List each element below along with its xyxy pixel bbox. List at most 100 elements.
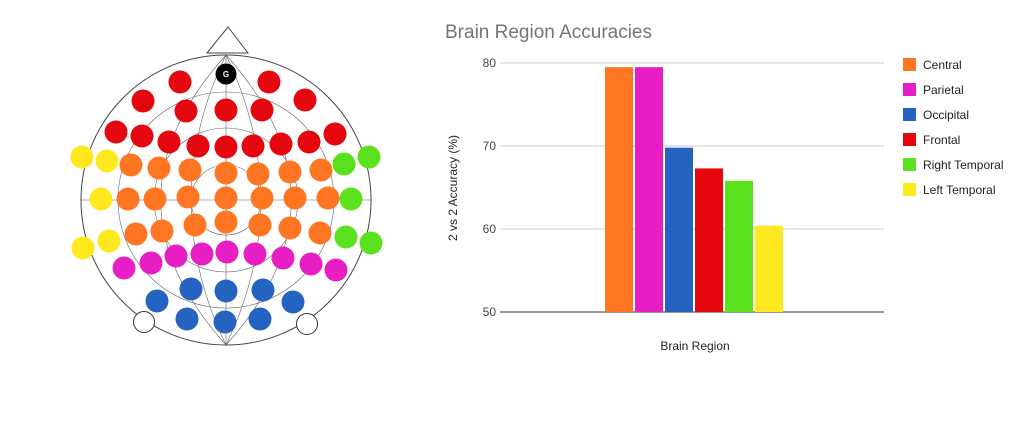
electrode-central [183, 213, 207, 237]
electrode-central [124, 222, 148, 246]
electrode-central [308, 221, 332, 245]
electrode-central [143, 187, 167, 211]
y-axis-title: 2 vs 2 Accuracy (%) [446, 135, 460, 241]
electrode-right-temporal [332, 152, 356, 176]
legend-label-frontal: Frontal [923, 133, 960, 147]
electrode-parietal [215, 240, 239, 264]
electrode-left-temporal [97, 229, 121, 253]
electrode-right-temporal [357, 145, 381, 169]
ground-electrode-label: G [223, 70, 229, 79]
legend-label-right-temporal: Right Temporal [923, 158, 1003, 172]
electrode-parietal [299, 252, 323, 276]
bar-right-temporal [725, 180, 753, 312]
electrode-parietal [164, 244, 188, 268]
electrode-central [283, 186, 307, 210]
electrode-frontal [297, 130, 321, 154]
bar-left-temporal [755, 225, 783, 312]
electrode-frontal [168, 70, 192, 94]
electrode-frontal [214, 98, 238, 122]
y-tick-label-80: 80 [483, 56, 497, 70]
electrode-reference [133, 311, 155, 333]
electrode-frontal [157, 130, 181, 154]
electrode-right-temporal [339, 187, 363, 211]
bar-frontal [695, 168, 723, 312]
electrode-central [246, 162, 270, 186]
electrode-occipital [175, 307, 199, 331]
electrode-frontal [130, 124, 154, 148]
electrode-frontal [323, 122, 347, 146]
electrode-occipital [213, 310, 237, 334]
legend-label-left-temporal: Left Temporal [923, 183, 996, 197]
electrode-frontal [269, 132, 293, 156]
electrode-central [278, 160, 302, 184]
electrode-central [278, 216, 302, 240]
electrode-occipital [281, 290, 305, 314]
electrode-frontal [250, 98, 274, 122]
electrode-parietal [112, 256, 136, 280]
electrode-left-temporal [89, 187, 113, 211]
electrode-frontal [174, 99, 198, 123]
legend-swatch-parietal [903, 83, 916, 96]
legend-swatch-right-temporal [903, 158, 916, 171]
electrode-parietal [139, 251, 163, 275]
electrode-ground [215, 63, 237, 85]
electrode-central [309, 158, 333, 182]
electrode-occipital [251, 278, 275, 302]
bar-occipital [665, 147, 693, 312]
electrode-frontal [293, 88, 317, 112]
y-tick-label-60: 60 [483, 222, 497, 236]
electrode-central [116, 187, 140, 211]
electrode-parietal [190, 242, 214, 266]
electrode-reference [296, 313, 318, 335]
electrode-left-temporal [70, 145, 94, 169]
electrode-frontal [186, 134, 210, 158]
bar-parietal [635, 67, 663, 313]
legend-label-parietal: Parietal [923, 83, 964, 97]
electrode-central [316, 186, 340, 210]
electrode-frontal [257, 70, 281, 94]
x-axis-title: Brain Region [660, 339, 729, 353]
electrode-frontal [241, 134, 265, 158]
electrode-right-temporal [334, 225, 358, 249]
electrode-occipital [248, 307, 272, 331]
legend-swatch-occipital [903, 108, 916, 121]
electrode-central [214, 161, 238, 185]
electrode-right-temporal [359, 231, 383, 255]
electrode-central [119, 153, 143, 177]
electrode-left-temporal [71, 236, 95, 260]
legend-swatch-frontal [903, 133, 916, 146]
electrode-frontal [104, 120, 128, 144]
electrode-parietal [271, 246, 295, 270]
electrode-central [176, 185, 200, 209]
electrode-central [250, 186, 274, 210]
electrode-occipital [145, 289, 169, 313]
electrode-central [248, 213, 272, 237]
electrode-central [150, 219, 174, 243]
bar-chart: Brain Region Accuracies 50 60 70 80 Central… [445, 22, 1003, 353]
bar-central [605, 67, 633, 313]
eeg-head-map: G [70, 26, 383, 346]
electrode-left-temporal [95, 149, 119, 173]
legend-label-occipital: Occipital [923, 108, 969, 122]
bars [605, 67, 783, 313]
electrode-occipital [179, 277, 203, 301]
legend: Central Parietal Occipital Frontal Right Tem… [903, 58, 1003, 197]
electrode-central [214, 210, 238, 234]
electrode-central [147, 156, 171, 180]
electrode-parietal [243, 242, 267, 266]
legend-swatch-left-temporal [903, 183, 916, 196]
chart-title: Brain Region Accuracies [445, 22, 652, 43]
legend-swatch-central [903, 58, 916, 71]
electrode-group [70, 63, 383, 335]
electrode-parietal [324, 258, 348, 282]
y-tick-label-50: 50 [483, 305, 497, 319]
y-tick-label-70: 70 [483, 139, 497, 153]
electrode-central [214, 186, 238, 210]
electrode-central [178, 158, 202, 182]
electrode-frontal [131, 89, 155, 113]
legend-label-central: Central [923, 58, 962, 72]
electrode-occipital [214, 279, 238, 303]
electrode-frontal [214, 135, 238, 159]
y-tick-labels: 50 60 70 80 [483, 56, 497, 319]
nose-marker [205, 26, 250, 54]
